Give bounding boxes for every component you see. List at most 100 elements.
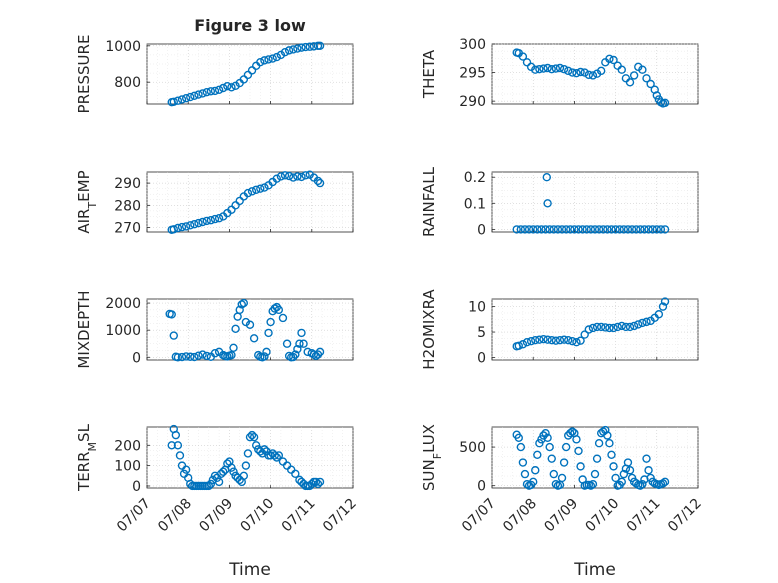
data-point xyxy=(194,90,203,99)
data-point xyxy=(280,47,290,57)
data-point xyxy=(198,89,207,98)
data-point xyxy=(623,225,633,234)
data-point xyxy=(251,185,261,194)
data-point xyxy=(599,225,608,234)
data-point xyxy=(235,305,244,315)
data-point xyxy=(181,222,191,231)
data-point xyxy=(566,428,575,438)
y-tick-label: 10 xyxy=(468,300,486,316)
data-point xyxy=(522,338,532,347)
y-axis-label: MIXDEPTH xyxy=(75,290,93,368)
y-label-rest: LUX xyxy=(420,424,438,453)
data-point xyxy=(584,70,594,80)
data-point xyxy=(632,479,641,488)
data-point xyxy=(543,335,552,344)
data-point xyxy=(268,54,277,63)
data-point xyxy=(297,172,306,182)
x-tick-label: 07/08 xyxy=(500,496,540,536)
data-point xyxy=(194,351,203,360)
data-point xyxy=(611,225,620,234)
data-point xyxy=(186,221,195,230)
axes-mixdepth: 0 1000 2000 MIXDEPTH xyxy=(75,290,354,369)
data-point xyxy=(239,75,249,84)
data-point xyxy=(175,451,185,460)
data-point xyxy=(638,318,647,328)
data-point xyxy=(603,431,612,440)
data-point xyxy=(594,439,604,448)
series-theta xyxy=(512,48,670,108)
y-axis-label: THETA xyxy=(420,49,438,99)
series-air_temp xyxy=(167,170,325,234)
data-point xyxy=(284,46,294,55)
data-point xyxy=(547,454,556,463)
data-point xyxy=(235,196,244,206)
y-tick-label: 300 xyxy=(459,37,486,53)
data-point xyxy=(251,441,261,450)
data-point xyxy=(227,463,236,472)
data-point xyxy=(260,445,269,454)
data-point xyxy=(274,305,284,315)
data-point xyxy=(169,225,178,234)
x-tick-label: 07/12 xyxy=(665,496,705,536)
data-point xyxy=(561,442,571,452)
data-point xyxy=(603,225,612,234)
y-axis-label: PRESSURE xyxy=(75,35,93,114)
data-point xyxy=(625,466,635,475)
data-point xyxy=(245,432,255,442)
data-point xyxy=(617,321,626,331)
data-point xyxy=(214,85,224,95)
y-tick-label: 0 xyxy=(477,479,486,495)
data-point xyxy=(660,98,670,108)
data-point xyxy=(531,65,540,74)
y-axis-label: H2OMIXRA xyxy=(420,289,438,370)
data-point xyxy=(276,172,286,181)
series-sun_flux xyxy=(512,425,670,490)
data-point xyxy=(611,473,620,483)
data-point xyxy=(190,91,199,101)
data-point xyxy=(596,66,606,76)
series-h2omixra xyxy=(512,297,670,351)
data-point xyxy=(204,481,214,491)
data-point xyxy=(272,52,281,62)
data-point xyxy=(617,65,626,74)
y-tick-label: 0 xyxy=(477,350,486,366)
data-point xyxy=(516,442,526,452)
data-point xyxy=(301,171,310,180)
y-label-rest: SL xyxy=(75,423,93,442)
data-point xyxy=(568,336,577,346)
data-point xyxy=(282,339,292,348)
y-tick-label: 5 xyxy=(477,325,486,341)
data-point xyxy=(291,350,300,359)
series-terr_msl xyxy=(167,424,325,491)
data-point xyxy=(313,479,323,489)
data-point xyxy=(278,313,288,323)
data-point xyxy=(559,335,569,344)
data-point xyxy=(572,435,581,444)
axes-rainfall: 0 0.1 0.2 RAINFALL xyxy=(420,166,699,238)
series-pressure xyxy=(167,41,325,107)
axes-h2omixra: 0 5 10 H2OMIXRA xyxy=(420,289,699,370)
data-point xyxy=(613,322,622,332)
data-point xyxy=(590,469,600,479)
data-point xyxy=(229,467,238,476)
data-point xyxy=(169,97,178,107)
data-point xyxy=(549,225,558,234)
y-axis-label: AIRTEMP xyxy=(75,170,99,233)
data-point xyxy=(555,63,565,73)
data-point xyxy=(260,56,269,65)
data-point xyxy=(559,64,569,74)
data-point xyxy=(568,427,577,436)
data-point xyxy=(619,469,629,479)
data-point xyxy=(656,225,666,234)
y-tick-label: 280 xyxy=(114,198,141,214)
axes-air_temp: 270 280 290 AIRTEMP xyxy=(75,170,354,237)
data-point xyxy=(539,431,548,440)
data-point xyxy=(594,225,604,234)
x-tick-label: 07/07 xyxy=(114,496,154,536)
data-point xyxy=(256,57,265,67)
y-label-rest: EMP xyxy=(75,170,93,201)
data-point xyxy=(551,336,561,345)
data-point xyxy=(243,188,253,198)
y-label-subscript: T xyxy=(86,202,99,210)
